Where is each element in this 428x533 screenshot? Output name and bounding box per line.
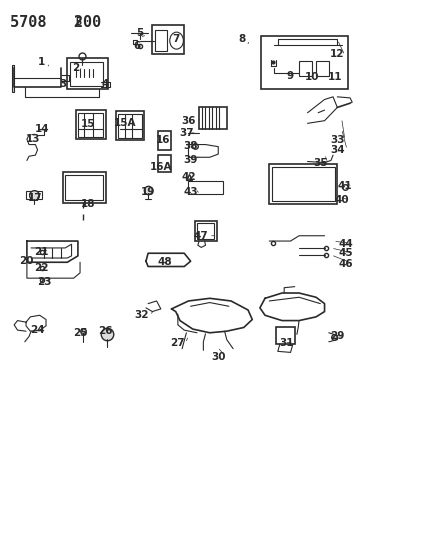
Polygon shape [12,65,14,92]
Text: 36: 36 [181,116,196,126]
Text: 33: 33 [330,135,345,146]
Text: 5: 5 [136,28,143,38]
Text: 14: 14 [35,124,49,134]
Text: 21: 21 [35,247,49,257]
Bar [269,164,337,204]
Bar [195,221,217,241]
Text: 47: 47 [194,231,208,241]
Text: B: B [76,17,82,27]
Text: 3: 3 [59,78,67,88]
Text: 35: 35 [313,158,327,168]
Text: 23: 23 [37,277,51,287]
Text: 13: 13 [26,134,41,144]
Bar [155,30,167,51]
Bar [67,58,108,89]
Text: 26: 26 [98,326,113,336]
Text: 27: 27 [170,338,185,349]
Text: 8: 8 [238,34,245,44]
Text: 16A: 16A [150,162,172,172]
Text: 42: 42 [181,172,196,182]
Text: 17: 17 [28,192,43,203]
Text: 11: 11 [328,71,342,82]
Text: 25: 25 [73,328,87,338]
Bar [299,61,312,76]
Text: 19: 19 [141,187,155,197]
Bar [152,25,184,54]
Bar [118,114,142,138]
Text: 32: 32 [134,310,149,320]
Text: 43: 43 [183,187,198,197]
Bar [272,167,335,201]
Text: 16: 16 [156,135,170,146]
Text: 1: 1 [38,58,45,67]
Bar [78,113,104,137]
Text: 7: 7 [172,34,179,44]
Bar [188,181,223,195]
Bar [316,61,329,76]
Text: 44: 44 [339,239,353,249]
Bar [197,223,214,239]
Text: 10: 10 [305,71,319,82]
Text: 29: 29 [330,332,345,342]
Text: 20: 20 [19,256,33,266]
Text: 39: 39 [184,156,198,165]
Bar [65,175,104,200]
Text: 45: 45 [339,248,353,259]
Text: 24: 24 [30,325,45,335]
Text: 38: 38 [183,141,198,151]
Text: 18: 18 [81,199,96,209]
Text: 34: 34 [330,145,345,155]
Bar [63,172,106,203]
Text: 9: 9 [287,70,294,80]
Bar [199,108,227,128]
Bar [276,327,295,344]
Text: 46: 46 [339,259,353,269]
Text: 48: 48 [158,257,172,267]
Text: 12: 12 [330,50,345,59]
Text: 5708   200: 5708 200 [10,14,101,30]
Text: 40: 40 [334,195,349,205]
Text: 15A: 15A [113,118,136,128]
Bar [158,131,171,150]
Text: 6: 6 [134,42,141,52]
Text: 4: 4 [102,78,109,88]
Text: 15: 15 [81,119,96,130]
Text: 41: 41 [338,181,352,191]
Bar [261,36,348,89]
Text: 31: 31 [279,338,294,349]
Text: 37: 37 [179,128,194,138]
Bar [70,62,104,86]
Bar [158,155,171,172]
Text: 22: 22 [35,263,49,272]
Bar [116,111,144,140]
Text: 30: 30 [211,352,226,361]
Text: 2: 2 [72,63,80,72]
Bar [76,110,106,139]
